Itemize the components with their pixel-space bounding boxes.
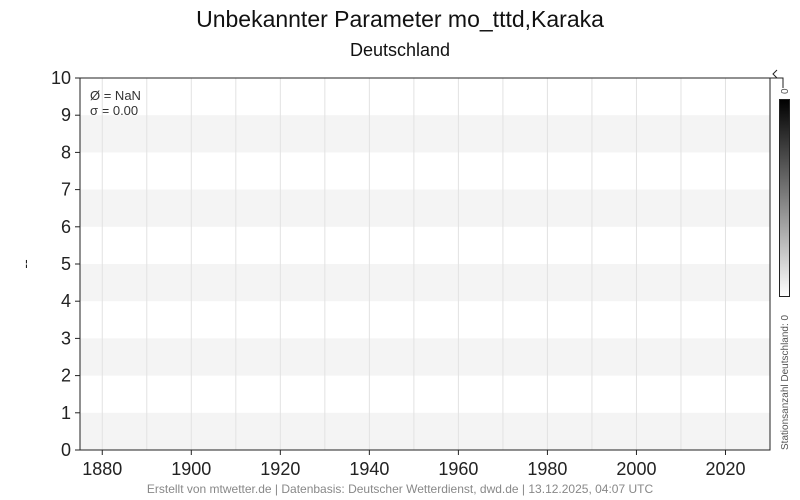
footer-credit: Erstellt von mtwetter.de | Datenbasis: D… bbox=[146, 482, 654, 496]
x-tick-label: 1920 bbox=[260, 459, 300, 479]
y-tick-label: 7 bbox=[61, 180, 71, 200]
y-tick-label: 0 bbox=[61, 440, 71, 460]
y-tick-label: 9 bbox=[61, 105, 71, 125]
chart-title: Unbekannter Parameter mo_tttd,Karaka bbox=[196, 6, 604, 32]
x-tick-label: 1980 bbox=[527, 459, 567, 479]
x-tick-label: 1900 bbox=[171, 459, 211, 479]
y-tick-label: 10 bbox=[51, 68, 71, 88]
y-tick-label: 8 bbox=[61, 142, 71, 162]
y-axis-label: -- bbox=[17, 259, 33, 269]
y-tick-label: 5 bbox=[61, 254, 71, 274]
colorbar bbox=[779, 99, 790, 297]
y-tick-label: 4 bbox=[61, 291, 71, 311]
grid-band bbox=[80, 264, 770, 302]
chart-subtitle: Deutschland bbox=[349, 40, 451, 60]
y-tick-label: 1 bbox=[61, 403, 71, 423]
y-tick-label: 6 bbox=[61, 217, 71, 237]
x-tick-label: 1960 bbox=[438, 459, 478, 479]
grid-band bbox=[80, 338, 770, 376]
x-tick-label: 1940 bbox=[349, 459, 389, 479]
x-tick-label: 2020 bbox=[705, 459, 745, 479]
grid-band bbox=[80, 412, 770, 450]
x-tick-label: 2000 bbox=[616, 459, 656, 479]
colorbar-pointer-icon bbox=[770, 69, 784, 88]
x-tick-label: 1880 bbox=[82, 459, 122, 479]
colorbar-max-label: 0 bbox=[780, 88, 791, 94]
colorbar-label: Stationsanzahl Deutschland: 0 bbox=[780, 314, 791, 450]
grid-band bbox=[80, 189, 770, 227]
grid-band bbox=[80, 115, 770, 153]
y-tick-label: 3 bbox=[61, 328, 71, 348]
y-tick-label: 2 bbox=[61, 366, 71, 386]
